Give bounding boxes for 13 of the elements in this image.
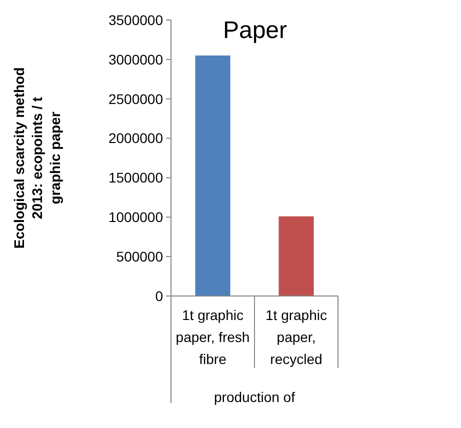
y-tick-label: 2000000	[108, 130, 164, 146]
x-tick-label: 1t graphic paper, fresh fibre	[176, 307, 250, 367]
x-tick-label: 1t graphic paper, recycled	[266, 307, 327, 367]
y-tick-label: 3500000	[108, 12, 164, 28]
y-axis-title: Ecological scarcity method 2013: ecopoints / t graphic paper	[11, 67, 63, 249]
y-tick-label: 1000000	[108, 209, 164, 226]
chart-title: Paper	[222, 17, 288, 44]
y-tick-label: 2500000	[108, 90, 164, 107]
x-axis-title: production of	[214, 389, 296, 405]
y-tick-label: 500000	[116, 248, 164, 264]
y-tick-label: 1500000	[108, 170, 164, 186]
y-tick-label: 0	[155, 288, 164, 304]
y-tick-label: 3000000	[108, 51, 164, 68]
